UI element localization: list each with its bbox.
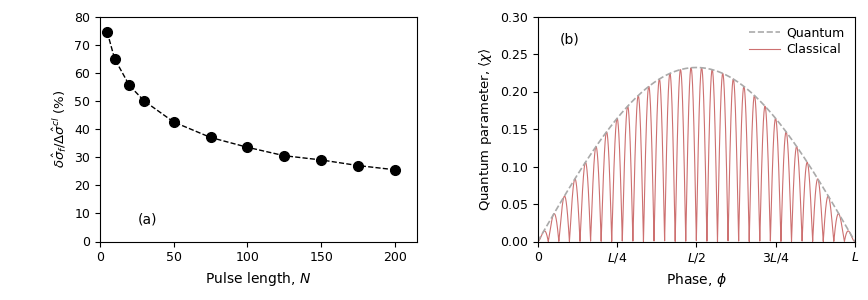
Quantum xyxy=(551,207,562,211)
Classical xyxy=(833,212,844,216)
Classical xyxy=(595,203,605,206)
Quantum xyxy=(532,240,542,243)
Classical xyxy=(686,66,696,70)
Quantum xyxy=(546,217,556,221)
Classical xyxy=(850,240,860,243)
Quantum xyxy=(691,66,701,69)
Quantum xyxy=(534,237,544,241)
Classical xyxy=(551,220,562,224)
Line: Classical: Classical xyxy=(537,68,855,242)
Y-axis label: $\delta\hat{\sigma}_f/\Delta\hat{\sigma}^{cl}$ (%): $\delta\hat{\sigma}_f/\Delta\hat{\sigma}… xyxy=(50,90,69,168)
X-axis label: Pulse length, $N$: Pulse length, $N$ xyxy=(206,270,312,288)
Quantum xyxy=(833,211,844,214)
Quantum xyxy=(850,240,860,243)
Quantum xyxy=(595,139,605,143)
Classical xyxy=(687,90,698,93)
Legend: Quantum, Classical: Quantum, Classical xyxy=(746,23,849,60)
Line: Quantum: Quantum xyxy=(537,68,855,242)
Text: (a): (a) xyxy=(138,212,157,226)
Y-axis label: Quantum parameter, $\langle\chi\rangle$: Quantum parameter, $\langle\chi\rangle$ xyxy=(477,47,495,211)
Text: (b): (b) xyxy=(560,32,580,46)
Classical xyxy=(534,239,544,242)
Classical xyxy=(546,224,556,228)
Quantum xyxy=(687,66,698,69)
X-axis label: Phase, $\phi$: Phase, $\phi$ xyxy=(666,271,727,289)
Classical xyxy=(532,240,542,243)
